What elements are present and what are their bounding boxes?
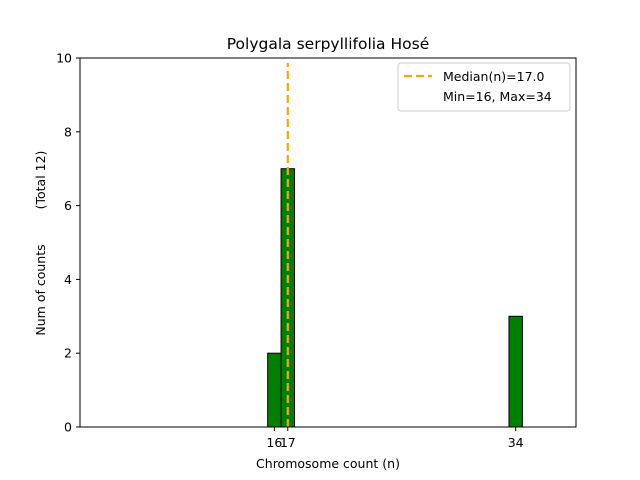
y-tick-label: 10 (56, 51, 72, 66)
x-tick-label: 34 (508, 435, 524, 450)
y-tick-label: 6 (64, 198, 72, 213)
bar-34 (508, 315, 523, 428)
x-tick-label: 17 (280, 435, 296, 450)
y-axis-label: Num of counts (33, 244, 48, 335)
x-axis-label: Chromosome count (n) (256, 456, 400, 471)
x-tick-label: 16 (266, 435, 282, 450)
y-tick-label: 2 (64, 346, 72, 361)
bars-group (267, 168, 556, 428)
chart-title: Polygala serpyllifolia Hosé (227, 35, 429, 53)
plot-frame (79, 57, 577, 428)
legend-median-label: Median(n)=17.0 (443, 69, 544, 84)
y-tick-label: 4 (64, 272, 72, 287)
legend-minmax-label: Min=16, Max=34 (443, 89, 552, 104)
y-axis-total-label: (Total 12) (33, 151, 48, 210)
y-tick-label: 0 (64, 420, 72, 435)
bar-16 (267, 352, 282, 428)
legend-box (397, 62, 571, 112)
legend: Median(n)=17.0 Min=16, Max=34 (397, 62, 571, 112)
y-tick-label: 8 (64, 124, 72, 139)
